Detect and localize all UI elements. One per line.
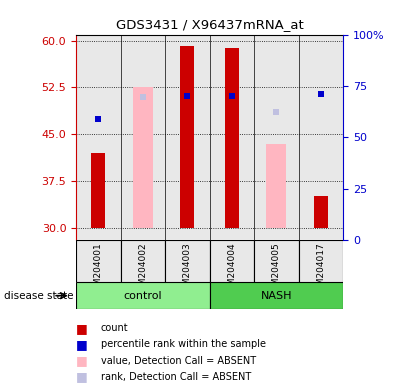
Bar	[254, 35, 299, 240]
Text: control: control	[124, 291, 162, 301]
Bar	[225, 48, 239, 228]
Bar	[76, 282, 210, 309]
Text: value, Detection Call = ABSENT: value, Detection Call = ABSENT	[101, 356, 256, 366]
Text: percentile rank within the sample: percentile rank within the sample	[101, 339, 266, 349]
Text: GSM204003: GSM204003	[183, 242, 192, 297]
Text: GSM204002: GSM204002	[139, 242, 147, 297]
Title: GDS3431 / X96437mRNA_at: GDS3431 / X96437mRNA_at	[116, 18, 303, 31]
Text: ■: ■	[76, 354, 88, 367]
Text: GSM204004: GSM204004	[227, 242, 236, 297]
Text: ■: ■	[76, 370, 88, 383]
Bar	[120, 35, 165, 240]
Bar	[314, 197, 328, 228]
Bar	[133, 88, 153, 228]
Bar	[254, 240, 299, 282]
Text: GSM204001: GSM204001	[94, 242, 103, 297]
Text: count: count	[101, 323, 128, 333]
Bar	[299, 35, 343, 240]
Bar	[180, 46, 194, 228]
Bar	[76, 35, 120, 240]
Bar	[91, 153, 105, 228]
Bar	[120, 240, 165, 282]
Bar	[210, 35, 254, 240]
Bar	[76, 240, 120, 282]
Bar	[299, 240, 343, 282]
Bar	[165, 35, 210, 240]
Text: ■: ■	[76, 338, 88, 351]
Text: GSM204017: GSM204017	[316, 242, 326, 297]
Bar	[266, 144, 286, 228]
Text: ■: ■	[76, 322, 88, 335]
Bar	[210, 240, 254, 282]
Text: NASH: NASH	[261, 291, 292, 301]
Text: GSM204005: GSM204005	[272, 242, 281, 297]
Text: disease state: disease state	[4, 291, 74, 301]
Bar	[210, 282, 343, 309]
Bar	[165, 240, 210, 282]
Text: rank, Detection Call = ABSENT: rank, Detection Call = ABSENT	[101, 372, 251, 382]
